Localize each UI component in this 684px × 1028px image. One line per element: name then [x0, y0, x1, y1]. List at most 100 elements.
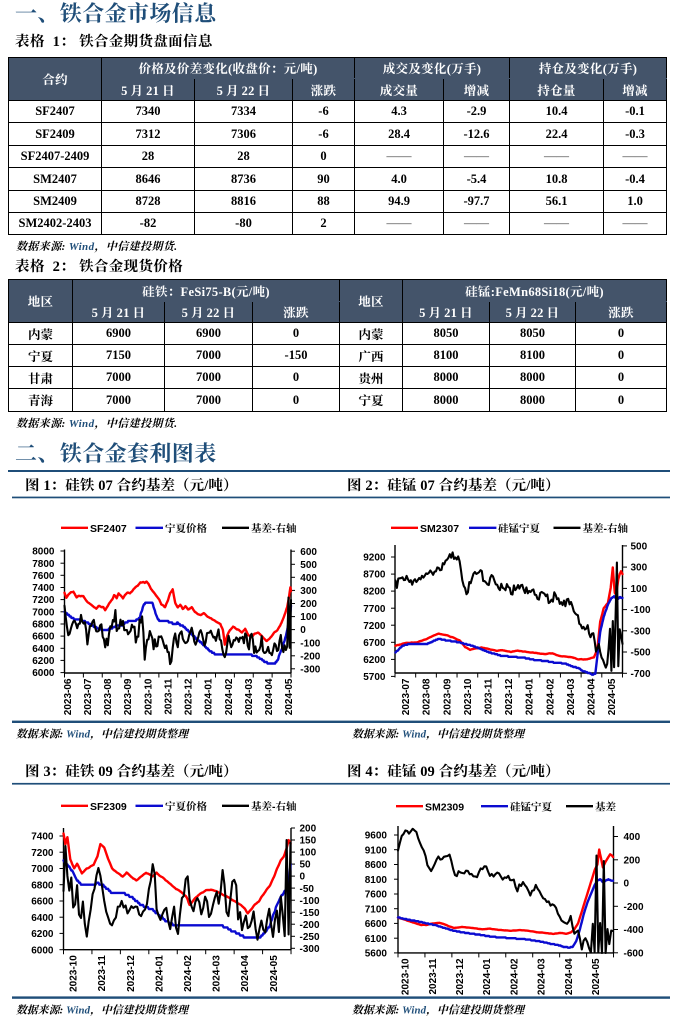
svg-text:-300: -300 — [631, 626, 651, 637]
svg-text:2024-03: 2024-03 — [212, 955, 223, 992]
svg-text:200: 200 — [300, 599, 317, 610]
svg-text:基差-右轴: 基差-右轴 — [251, 801, 297, 813]
svg-text:8700: 8700 — [363, 570, 386, 581]
svg-text:2023-12: 2023-12 — [126, 955, 137, 992]
svg-text:6200: 6200 — [31, 929, 54, 940]
svg-text:SF2309: SF2309 — [90, 801, 127, 813]
svg-text:基差-右轴: 基差-右轴 — [583, 523, 629, 535]
svg-text:8600: 8600 — [365, 860, 388, 871]
svg-text:9600: 9600 — [365, 831, 388, 842]
svg-text:9100: 9100 — [365, 845, 388, 856]
svg-text:SM2309: SM2309 — [425, 801, 464, 813]
svg-text:2023-10: 2023-10 — [401, 958, 412, 995]
svg-text:-200: -200 — [300, 920, 320, 931]
svg-text:2024-03: 2024-03 — [537, 958, 548, 995]
svg-text:300: 300 — [631, 563, 648, 574]
svg-text:数据来源: Wind，中信建投期货整理: 数据来源: Wind，中信建投期货整理 — [352, 1004, 526, 1017]
svg-text:宁夏价格: 宁夏价格 — [165, 801, 207, 813]
svg-text:8100: 8100 — [365, 875, 388, 886]
svg-text:2023-12: 2023-12 — [184, 678, 195, 715]
svg-text:2023-07: 2023-07 — [401, 678, 412, 715]
svg-text:7200: 7200 — [32, 595, 55, 606]
svg-text:300: 300 — [300, 586, 317, 597]
svg-text:2024-01: 2024-01 — [204, 678, 215, 715]
svg-text:-100: -100 — [300, 896, 320, 907]
svg-text:7800: 7800 — [32, 559, 55, 570]
svg-text:2023-09: 2023-09 — [123, 678, 134, 715]
svg-text:-700: -700 — [631, 669, 651, 680]
svg-text:600: 600 — [300, 547, 317, 558]
svg-text:5700: 5700 — [363, 672, 386, 683]
svg-text:7600: 7600 — [365, 890, 388, 901]
svg-text:400: 400 — [300, 573, 317, 584]
svg-text:400: 400 — [624, 832, 641, 843]
svg-text:7100: 7100 — [365, 904, 388, 915]
svg-text:宁夏价格: 宁夏价格 — [165, 523, 207, 535]
svg-text:6200: 6200 — [32, 656, 55, 667]
svg-text:2024-01: 2024-01 — [154, 955, 165, 992]
svg-text:-100: -100 — [631, 605, 651, 616]
svg-text:2023-08: 2023-08 — [422, 678, 433, 715]
svg-text:2024-05: 2024-05 — [591, 958, 602, 995]
svg-text:9200: 9200 — [363, 553, 386, 564]
svg-text:7200: 7200 — [363, 621, 386, 632]
svg-text:-200: -200 — [624, 902, 644, 913]
svg-text:数据来源: Wind，中信建投期货整理: 数据来源: Wind，中信建投期货整理 — [16, 728, 190, 741]
svg-text:2023-12: 2023-12 — [455, 958, 466, 995]
svg-text:6800: 6800 — [31, 880, 54, 891]
svg-text:500: 500 — [631, 542, 648, 553]
svg-text:0: 0 — [300, 872, 306, 883]
svg-text:2024-05: 2024-05 — [269, 955, 280, 992]
svg-text:6100: 6100 — [365, 934, 388, 945]
svg-text:2024-05: 2024-05 — [284, 678, 295, 715]
svg-text:硅锰宁夏: 硅锰宁夏 — [498, 523, 540, 535]
svg-text:2023-10: 2023-10 — [69, 955, 80, 992]
svg-text:SF2407: SF2407 — [90, 523, 127, 535]
svg-text:0: 0 — [624, 879, 630, 890]
svg-text:基差: 基差 — [595, 801, 616, 813]
svg-text:6400: 6400 — [31, 913, 54, 924]
svg-text:7400: 7400 — [31, 832, 54, 843]
svg-text:5600: 5600 — [365, 949, 388, 960]
svg-text:-150: -150 — [300, 908, 320, 919]
svg-text:2024-04: 2024-04 — [264, 678, 275, 715]
svg-text:-200: -200 — [300, 651, 320, 662]
svg-text:0: 0 — [300, 625, 306, 636]
svg-text:2024-01: 2024-01 — [525, 678, 536, 715]
svg-text:2024-05: 2024-05 — [607, 678, 618, 715]
svg-text:数据来源: Wind，中信建投期货整理: 数据来源: Wind，中信建投期货整理 — [352, 728, 526, 741]
svg-text:6800: 6800 — [32, 620, 55, 631]
svg-text:基差-右轴: 基差-右轴 — [251, 523, 297, 535]
svg-text:2024-02: 2024-02 — [545, 678, 556, 715]
svg-text:2023-11: 2023-11 — [428, 958, 439, 995]
svg-text:7000: 7000 — [32, 607, 55, 618]
svg-text:2024-04: 2024-04 — [587, 678, 598, 715]
svg-text:100: 100 — [631, 584, 648, 595]
svg-text:50: 50 — [300, 860, 312, 871]
svg-text:7600: 7600 — [32, 571, 55, 582]
svg-text:2023-11: 2023-11 — [97, 955, 108, 992]
svg-text:硅锰宁夏: 硅锰宁夏 — [510, 801, 552, 813]
svg-text:200: 200 — [624, 855, 641, 866]
svg-text:2024-01: 2024-01 — [482, 958, 493, 995]
svg-text:7400: 7400 — [32, 583, 55, 594]
svg-text:500: 500 — [300, 560, 317, 571]
svg-text:-250: -250 — [300, 932, 320, 943]
svg-text:-100: -100 — [300, 638, 320, 649]
svg-text:2023-10: 2023-10 — [143, 678, 154, 715]
svg-text:6400: 6400 — [32, 644, 55, 655]
svg-text:8200: 8200 — [363, 587, 386, 598]
svg-text:-300: -300 — [300, 944, 320, 955]
svg-text:-400: -400 — [624, 925, 644, 936]
svg-text:2023-08: 2023-08 — [103, 678, 114, 715]
svg-text:2023-09: 2023-09 — [442, 678, 453, 715]
svg-text:100: 100 — [300, 612, 317, 623]
svg-text:2024-02: 2024-02 — [509, 958, 520, 995]
svg-text:6700: 6700 — [363, 638, 386, 649]
svg-text:2023-07: 2023-07 — [83, 678, 94, 715]
svg-text:2024-03: 2024-03 — [566, 678, 577, 715]
svg-text:6600: 6600 — [32, 632, 55, 643]
svg-text:100: 100 — [300, 848, 317, 859]
svg-text:2024-03: 2024-03 — [244, 678, 255, 715]
svg-text:8000: 8000 — [32, 547, 55, 558]
